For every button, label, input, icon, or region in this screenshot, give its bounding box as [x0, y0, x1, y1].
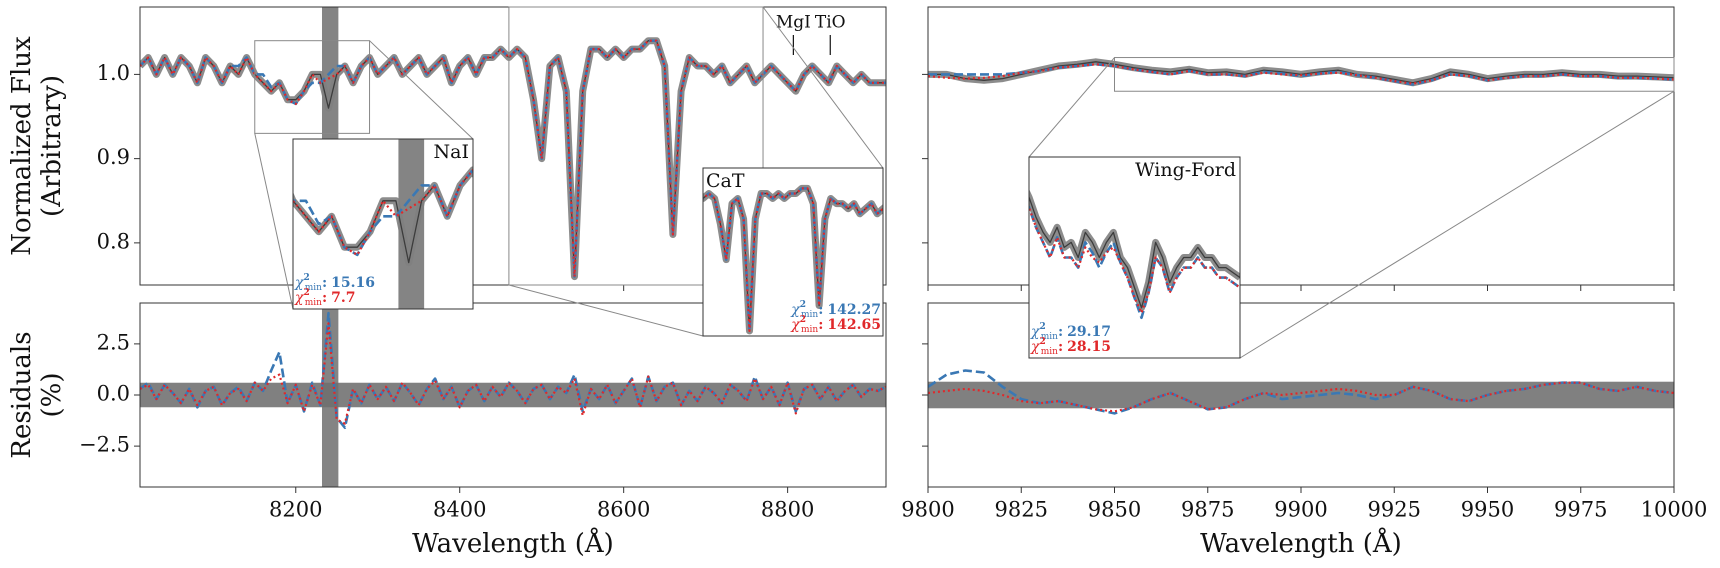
y-axis-label: Residuals — [7, 331, 37, 458]
chi-value: 15.16 — [331, 275, 375, 291]
chi-symbol: χ — [294, 275, 305, 291]
inset-title: CaT — [706, 170, 745, 192]
x-tick-label: 9900 — [1274, 498, 1327, 522]
x-tick-label: 9950 — [1461, 498, 1514, 522]
chi-sup: 2 — [1039, 337, 1045, 347]
x-axis-label: Wavelength (Å) — [412, 527, 614, 559]
chi-sub: min — [305, 283, 322, 293]
observed-line — [293, 169, 473, 264]
x-tick-label: 8200 — [269, 498, 322, 522]
chi-value: 142.65 — [827, 317, 881, 333]
chi-square-label: χ2 min: 142.65 — [790, 315, 881, 335]
error-band — [928, 381, 1674, 409]
chi-symbol: χ — [790, 302, 801, 318]
x-tick-label: 9975 — [1554, 498, 1607, 522]
observed-line — [1029, 195, 1240, 309]
zoom-region — [508, 6, 764, 286]
model-line — [928, 381, 1674, 413]
model-line — [140, 322, 886, 425]
x-tick-label: 10000 — [1641, 498, 1708, 522]
y-tick-label: 0.9 — [97, 145, 130, 169]
chi-sup: 2 — [1039, 322, 1045, 332]
y-axis-label: (Arbitrary) — [37, 75, 67, 217]
chi-sup: 2 — [800, 300, 806, 310]
chi-sup: 2 — [303, 273, 309, 283]
zoom-connector — [254, 133, 294, 310]
chi-value: 29.17 — [1067, 324, 1111, 340]
inset-plot — [703, 184, 883, 335]
chi-sub: min — [305, 298, 322, 308]
chi-square-label: χ2 min: 28.15 — [1030, 337, 1111, 357]
zoom-connector — [508, 284, 704, 337]
chi-sep: : — [322, 290, 327, 306]
chi-value: 28.15 — [1067, 339, 1111, 355]
y-axis-label: (%) — [37, 373, 67, 418]
chi-sub: min — [801, 310, 818, 320]
line-annotation: TiO — [815, 13, 846, 33]
chi-sep: : — [818, 317, 823, 333]
chi-sub: min — [1041, 347, 1058, 357]
inset-plot — [1029, 188, 1240, 320]
model-line — [140, 39, 886, 278]
zoom-connector — [1028, 57, 1115, 158]
line-annotation: MgI — [776, 13, 811, 33]
chi-square-label: χ2 min: 15.16 — [294, 273, 375, 293]
panel-plot — [140, 303, 886, 487]
chi-square-label: χ2 min: 7.7 — [294, 288, 356, 308]
inset-title: Wing-Ford — [1135, 159, 1236, 181]
zoom-connector — [369, 40, 474, 140]
chi-symbol: χ — [790, 317, 801, 333]
x-tick-label: 9825 — [995, 498, 1048, 522]
x-axis-label: Wavelength (Å) — [1200, 527, 1402, 559]
y-tick-label: 1.0 — [97, 61, 130, 85]
y-tick-label: 0.0 — [97, 382, 130, 406]
chi-square-label: χ2 min: 142.27 — [790, 300, 881, 320]
model-line — [928, 63, 1674, 85]
chi-sep: : — [1058, 324, 1063, 340]
inset-frame — [702, 167, 884, 337]
y-axis-label: Normalized Flux — [7, 36, 37, 256]
model-line — [140, 39, 886, 278]
chi-value: 142.27 — [827, 302, 881, 318]
inset-frame — [292, 138, 474, 310]
chi-sep: : — [322, 275, 327, 291]
chi-sep: : — [818, 302, 823, 318]
chi-symbol: χ — [1030, 339, 1041, 355]
y-tick-label: 2.5 — [97, 330, 130, 354]
inset-title: NaI — [434, 141, 469, 163]
model-line — [703, 187, 883, 332]
inset-frame — [1028, 156, 1241, 359]
y-tick-label: 0.8 — [97, 229, 130, 253]
x-tick-label: 9925 — [1368, 498, 1421, 522]
panel-plot — [928, 369, 1674, 415]
chi-symbol: χ — [1030, 324, 1041, 340]
zoom-region — [1114, 57, 1675, 92]
chi-sub: min — [1041, 332, 1058, 342]
y-tick-label: −2.5 — [79, 433, 130, 457]
panel-plot — [928, 58, 1674, 87]
chi-symbol: χ — [294, 290, 305, 306]
chi-sup: 2 — [303, 288, 309, 298]
inset-plot — [293, 139, 473, 309]
x-tick-label: 8600 — [597, 498, 650, 522]
zoom-connector — [762, 6, 884, 169]
x-tick-label: 9850 — [1088, 498, 1141, 522]
chi-square-label: χ2 min: 29.17 — [1030, 322, 1111, 342]
chi-value: 7.7 — [331, 290, 355, 306]
x-tick-label: 8400 — [433, 498, 486, 522]
x-tick-label: 9800 — [901, 498, 954, 522]
zoom-region — [254, 40, 371, 134]
masked-region — [321, 303, 339, 487]
chi-sup: 2 — [800, 315, 806, 325]
x-tick-label: 8800 — [761, 498, 814, 522]
chi-sep: : — [1058, 339, 1063, 355]
chi-sub: min — [801, 325, 818, 335]
x-tick-label: 9875 — [1181, 498, 1234, 522]
zoom-connector — [1239, 90, 1675, 359]
